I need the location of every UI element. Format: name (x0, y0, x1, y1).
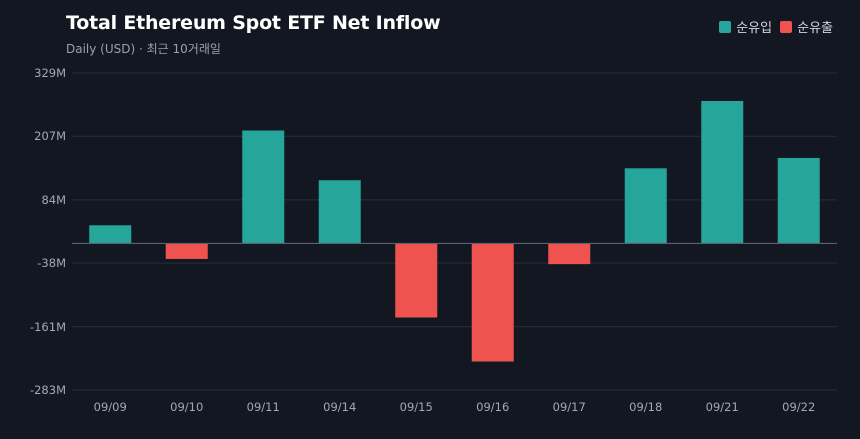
legend-swatch-inflow (719, 20, 732, 33)
x-tick-label-8: 09/21 (706, 400, 739, 414)
bar-09-09 (89, 225, 132, 244)
bar-09-15 (395, 243, 438, 318)
legend-label-inflow: 순유입 (736, 21, 773, 36)
bar-09-22 (777, 157, 820, 244)
y-tick-label-4: -161M (30, 320, 66, 334)
bar-09-10 (165, 243, 208, 259)
legend-item-outflow[interactable]: 순유출 (780, 17, 833, 36)
y-tick-label-1: 207M (34, 129, 66, 143)
x-tick-label-9: 09/22 (782, 400, 815, 414)
y-tick-label-0: 329M (34, 66, 66, 80)
bar-09-18 (624, 168, 667, 244)
chart-title: Total Ethereum Spot ETF Net Inflow (66, 12, 441, 34)
x-tick-label-3: 09/14 (323, 400, 356, 414)
x-tick-label-0: 09/09 (94, 400, 127, 414)
bar-09-21 (701, 100, 744, 244)
x-tick-label-4: 09/15 (400, 400, 433, 414)
x-tick-label-1: 09/10 (170, 400, 203, 414)
x-tick-label-6: 09/17 (553, 400, 586, 414)
bar-09-17 (548, 243, 591, 265)
y-tick-label-2: 84M (41, 193, 66, 207)
y-tick-label-5: -283M (30, 383, 66, 397)
legend-label-outflow: 순유출 (797, 21, 833, 36)
legend-item-inflow[interactable]: 순유입 (719, 17, 772, 36)
x-tick-label-2: 09/11 (247, 400, 280, 414)
x-tick-label-7: 09/18 (629, 400, 662, 414)
bar-09-16 (471, 243, 514, 362)
bar-09-11 (242, 130, 285, 244)
legend-swatch-outflow (780, 20, 793, 33)
chart-legend: 순유입 순유출 (719, 17, 833, 36)
x-tick-label-5: 09/16 (476, 400, 509, 414)
bar-09-14 (318, 180, 361, 244)
y-tick-label-3: -38M (37, 256, 66, 270)
chart-subtitle: Daily (USD) · 최근 10거래일 (66, 42, 221, 56)
